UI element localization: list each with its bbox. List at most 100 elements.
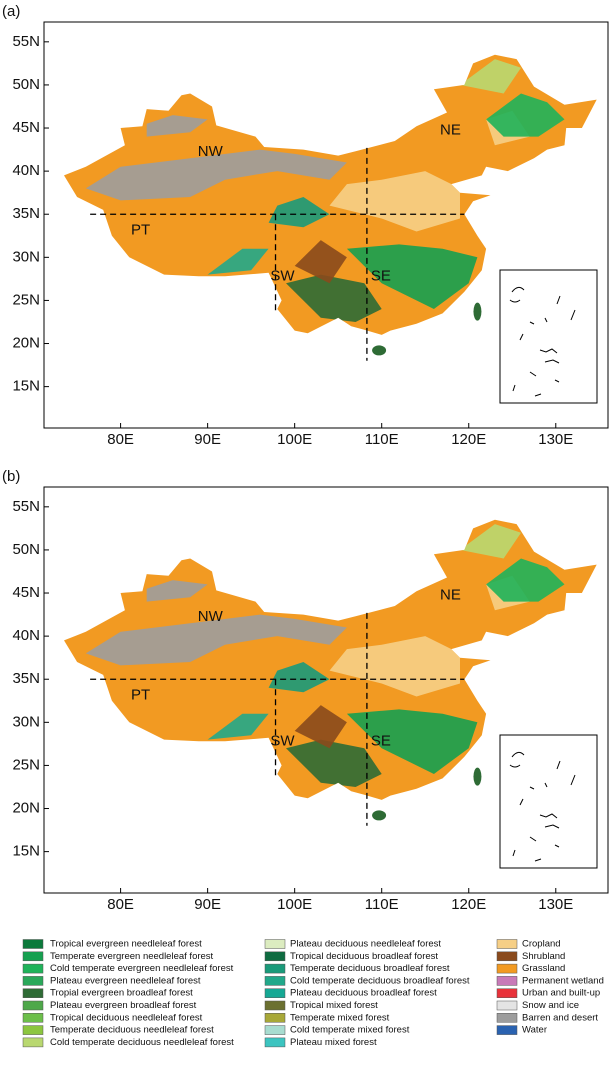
land-cover-patch xyxy=(460,524,521,559)
x-tick-label: 90E xyxy=(194,431,221,448)
legend-label: Water xyxy=(522,1025,547,1036)
map-panel: (b) NW NE PT SW SE 80E 90E 100E 110E 120E 130E 55N 50… xyxy=(2,468,609,913)
map-frame xyxy=(43,21,609,429)
legend-label: Cold temperate evergreen needleleaf fore… xyxy=(50,963,234,974)
legend-label: Plateau deciduous needleleaf forest xyxy=(290,939,441,950)
region-label: PT xyxy=(131,687,150,704)
land-cover-patch xyxy=(85,149,347,201)
legend-swatch xyxy=(22,1037,44,1048)
legend-label: Cold temperate deciduous broadleaf fores… xyxy=(290,975,470,986)
land-cover-patch xyxy=(329,171,460,232)
y-tick-label: 15N xyxy=(12,378,40,395)
land-cover-patch xyxy=(146,580,208,602)
y-tick-label: 20N xyxy=(12,334,40,351)
land-cover-patch xyxy=(346,244,478,309)
land-cover-patch xyxy=(346,709,478,774)
inset-frame xyxy=(499,734,598,869)
land-cover-patch xyxy=(268,197,330,228)
y-tick-label: 35N xyxy=(12,670,40,687)
panel-label: (b) xyxy=(2,468,20,485)
legend-swatch xyxy=(22,951,44,962)
legend-label: Tropical deciduous broadleaf forest xyxy=(290,951,438,962)
legend-swatch xyxy=(264,1025,286,1035)
y-tick-label: 30N xyxy=(12,248,40,265)
legend-swatch xyxy=(22,1013,44,1023)
region-label: NW xyxy=(198,143,224,160)
x-tick-label: 130E xyxy=(538,896,573,913)
region-label: NW xyxy=(198,608,224,625)
legend-label: Tropical deciduous needleleaf forest xyxy=(50,1012,203,1023)
region-label: SE xyxy=(371,267,391,284)
y-tick-label: 50N xyxy=(12,76,40,93)
legend-swatch xyxy=(22,988,44,998)
y-tick-label: 45N xyxy=(12,119,40,136)
y-tick-label: 25N xyxy=(12,291,40,308)
legend-swatch xyxy=(22,939,44,949)
land-cover-patch xyxy=(460,59,521,94)
y-tick-label: 55N xyxy=(12,33,40,50)
legend-label: Tropical mixed forest xyxy=(290,1000,378,1011)
legend-label: Plateau deciduous broadleaf forest xyxy=(290,988,437,999)
x-tick-label: 130E xyxy=(538,431,573,448)
land-cover xyxy=(85,524,565,787)
land-cover-patch xyxy=(207,248,269,275)
legend-label: Plateau mixed forest xyxy=(290,1037,377,1048)
legend-swatch xyxy=(496,1000,518,1011)
y-tick-label: 30N xyxy=(12,713,40,730)
y-tick-label: 40N xyxy=(12,162,40,179)
land-cover-patch xyxy=(486,93,565,137)
x-tick-label: 80E xyxy=(107,431,134,448)
legend-label: Plateau evergreen broadleaf forest xyxy=(50,1000,197,1011)
legend-swatch xyxy=(22,1025,44,1035)
taiwan xyxy=(473,767,482,786)
legend-label: Cropland xyxy=(522,939,561,950)
legend-label: Cold temperate deciduous needleleaf fore… xyxy=(50,1037,234,1048)
inset-frame xyxy=(499,269,598,404)
land-cover-patch xyxy=(294,705,347,749)
land-cover-patch xyxy=(294,240,347,284)
region-label: SE xyxy=(371,732,391,749)
legend-label: Snow and ice xyxy=(522,1000,579,1011)
y-tick-label: 15N xyxy=(12,843,40,860)
legend-swatch xyxy=(264,1037,286,1048)
legend-swatch xyxy=(496,988,518,998)
x-tick-label: 80E xyxy=(107,896,134,913)
y-tick-label: 45N xyxy=(12,584,40,601)
legend-label: Permanent wetland xyxy=(522,975,604,986)
land-cover-patch xyxy=(486,558,565,602)
legend-label: Shrubland xyxy=(522,951,565,962)
legend-swatch xyxy=(22,963,44,974)
land-cover-patch xyxy=(286,739,382,787)
region-label: NE xyxy=(440,122,461,139)
legend-swatch xyxy=(264,939,286,949)
legend-label: Grassland xyxy=(522,963,565,974)
region-label: SW xyxy=(270,732,295,749)
legend-swatch xyxy=(22,976,44,986)
legend-swatch xyxy=(496,963,518,974)
legend-label: Urban and built-up xyxy=(522,988,600,999)
map-frame xyxy=(43,486,609,894)
land-cover-patch xyxy=(207,713,269,740)
land-cover-patch xyxy=(85,614,347,666)
region-label: NE xyxy=(440,587,461,604)
land-cover-patch xyxy=(146,115,208,137)
legend-swatch xyxy=(264,976,286,986)
x-tick-label: 120E xyxy=(451,431,486,448)
legend-label: Temperate mixed forest xyxy=(290,1012,390,1023)
legend-label: Plateau evergreen needleleaf forest xyxy=(50,975,201,986)
region-label: PT xyxy=(131,222,150,239)
panel-label: (a) xyxy=(2,3,20,20)
y-tick-label: 25N xyxy=(12,756,40,773)
legend-swatch xyxy=(22,1000,44,1011)
region-label: SW xyxy=(270,267,295,284)
legend-label: Barren and desert xyxy=(522,1012,598,1023)
land-cover-patch xyxy=(268,662,330,693)
legend-swatch xyxy=(264,963,286,974)
hainan xyxy=(372,345,387,356)
legend-label: Tropial evergreen broadleaf forest xyxy=(50,988,193,999)
taiwan xyxy=(473,302,482,321)
legend-label: Tropical evergreen needleleaf forest xyxy=(50,939,202,950)
land-cover-patch xyxy=(329,636,460,697)
legend-label: Temperate deciduous needleleaf forest xyxy=(50,1025,214,1036)
